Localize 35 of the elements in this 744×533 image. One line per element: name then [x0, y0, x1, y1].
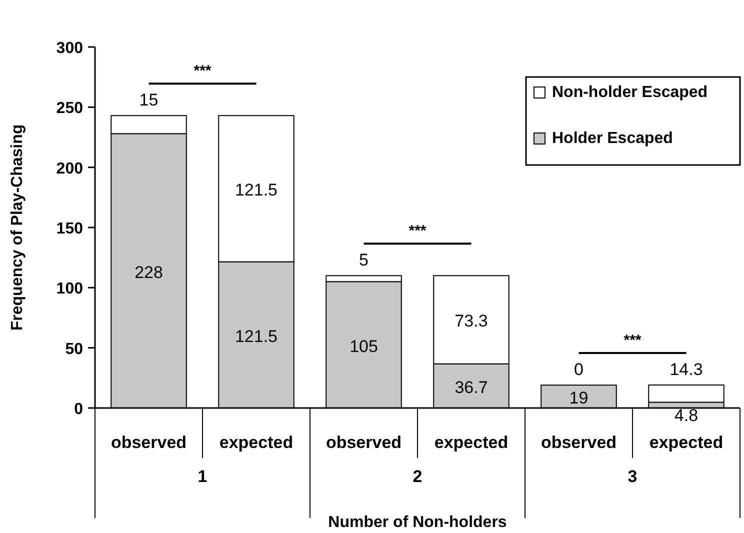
x-tick-label: expected [219, 433, 294, 452]
y-tick-label: 300 [56, 40, 84, 57]
data-label: 14.3 [670, 360, 703, 380]
data-label: 19 [569, 388, 588, 408]
annotation: *** [194, 62, 212, 80]
data-label: 5 [359, 250, 368, 270]
x-tick-label: expected [434, 433, 508, 452]
x-axis-title: Number of Non-holders [328, 514, 507, 531]
data-label: 4.8 [674, 406, 698, 425]
x-tick-label: expected [649, 433, 724, 452]
x-tick-label: observed [540, 433, 617, 452]
data-label: 36.7 [454, 378, 488, 397]
data-label: 73.3 [454, 312, 488, 331]
x-tick-label: observed [326, 433, 402, 452]
legend-label: Holder Escaped [552, 130, 673, 147]
data-label: 105 [350, 336, 378, 356]
y-tick-label: 100 [56, 280, 84, 298]
y-axis-title: Frequency of Play-Chasing [9, 124, 26, 331]
y-tick-label: 150 [56, 220, 84, 238]
x-tick-label: observed [110, 433, 187, 452]
annotation: *** [624, 332, 642, 350]
data-label: 121.5 [234, 326, 278, 346]
y-tick-label: 50 [65, 340, 84, 358]
text: 3 [628, 467, 638, 486]
data-label: 228 [134, 262, 163, 282]
y-tick-label: 250 [56, 100, 84, 118]
y-tick-label: 0 [74, 401, 84, 418]
text: 2 [412, 467, 422, 486]
y-tick-label: 200 [56, 160, 84, 178]
legend-label: Non-holder Escaped [552, 84, 708, 101]
data-label: 121.5 [234, 180, 278, 200]
annotation: *** [408, 222, 426, 240]
data-label: 15 [139, 90, 158, 110]
data-label: 0 [574, 360, 584, 380]
text: 1 [198, 467, 208, 486]
